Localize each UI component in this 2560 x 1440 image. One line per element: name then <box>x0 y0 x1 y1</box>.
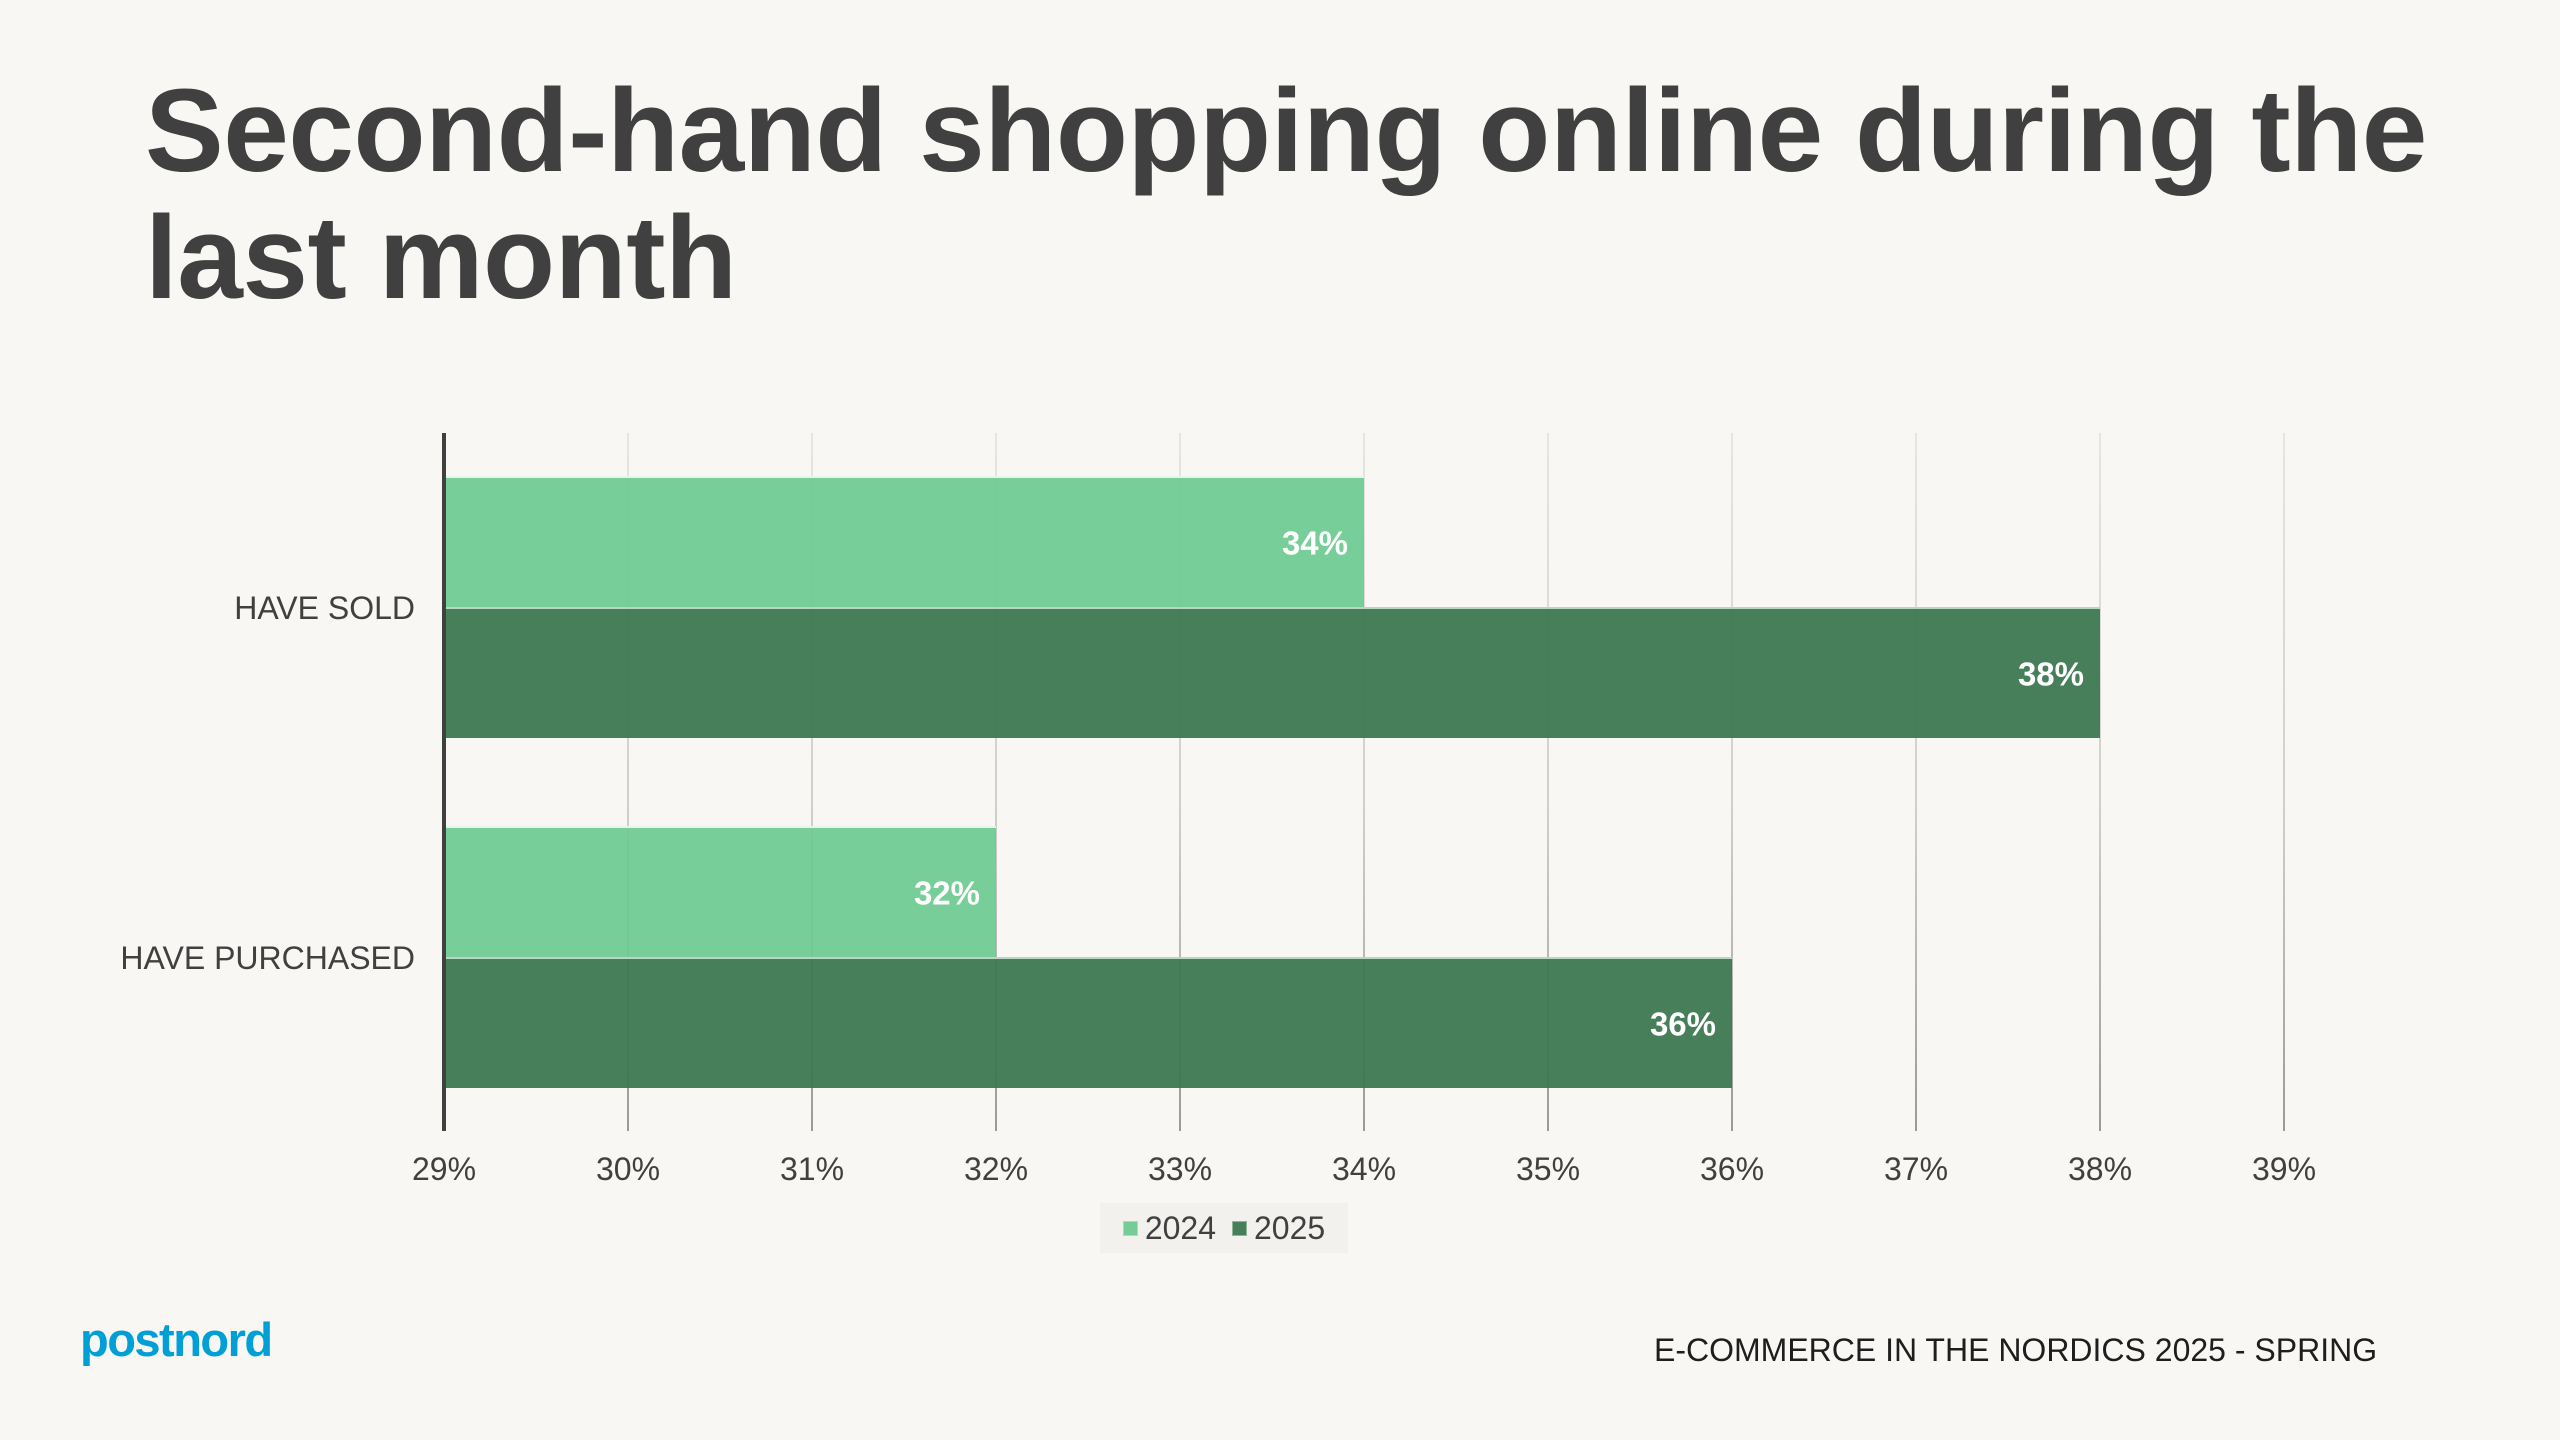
gridline <box>2283 433 2285 1131</box>
x-tick-label: 30% <box>595 1151 661 1187</box>
x-tick-label: 29% <box>411 1151 477 1187</box>
x-tick-label: 37% <box>1883 1151 1949 1187</box>
gridline <box>1179 433 1181 1131</box>
gridline <box>2099 433 2101 1131</box>
legend-label-2025: 2025 <box>1254 1209 1326 1246</box>
x-tick-label: 38% <box>2067 1151 2133 1187</box>
category-label: HAVE SOLD <box>234 590 415 626</box>
bar-2024-have-sold[interactable]: 34% <box>446 476 1364 607</box>
bar-2025-have-purchased[interactable]: 36% <box>446 957 1732 1088</box>
legend-item-2025[interactable]: 2025 <box>1232 1210 1325 1247</box>
chart-legend: 2024 2025 <box>1100 1203 1348 1253</box>
gridline <box>1363 433 1365 1131</box>
x-tick-label: 35% <box>1515 1151 1581 1187</box>
gridline <box>995 433 997 1131</box>
x-tick-label: 31% <box>779 1151 845 1187</box>
legend-label-2024: 2024 <box>1144 1209 1216 1246</box>
gridline <box>627 433 629 1131</box>
gridline <box>1731 433 1733 1131</box>
bar-2024-have-purchased[interactable]: 32% <box>446 826 996 957</box>
gridline <box>811 433 813 1131</box>
x-tick-label: 33% <box>1147 1151 1213 1187</box>
bar-value-label: 36% <box>1649 1005 1716 1042</box>
bar-value-label: 38% <box>2017 655 2084 692</box>
page-title: Second-hand shopping online during the l… <box>145 65 2427 324</box>
bar-2025-have-sold[interactable]: 38% <box>446 607 2100 738</box>
legend-swatch-2024 <box>1122 1220 1138 1236</box>
legend-swatch-2025 <box>1232 1220 1247 1236</box>
gridline <box>1915 433 1917 1131</box>
category-label: HAVE PURCHASED <box>120 940 415 976</box>
bar-value-label: 34% <box>1281 524 1348 561</box>
x-tick-label: 32% <box>963 1151 1029 1187</box>
postnord-logo: postnord <box>80 1313 273 1366</box>
x-tick-label: 36% <box>1699 1151 1765 1187</box>
report-footer: E-COMMERCE IN THE NORDICS 2025 - SPRING <box>1654 1332 2378 1368</box>
gridline <box>1547 433 1549 1131</box>
legend-item-2024[interactable]: 2024 <box>1122 1209 1216 1247</box>
bar-value-label: 32% <box>913 874 980 911</box>
x-tick-label: 34% <box>1331 1151 1397 1187</box>
x-tick-label: 39% <box>2251 1151 2317 1187</box>
y-axis-line <box>442 433 446 1131</box>
